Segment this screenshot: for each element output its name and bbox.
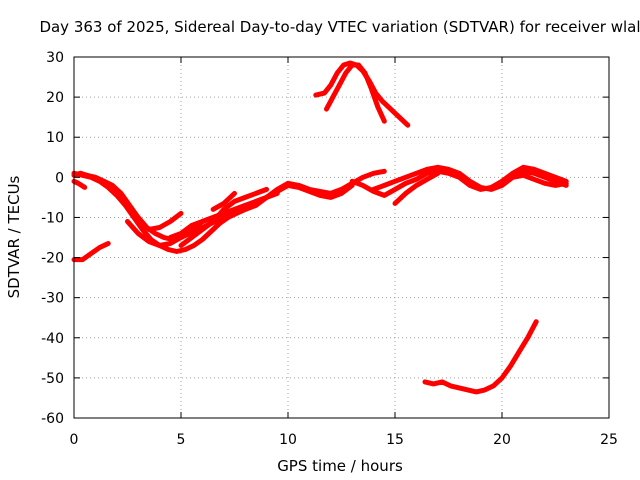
series-track-b bbox=[71, 170, 355, 254]
y-tick-label: -40 bbox=[41, 331, 64, 347]
x-tick-label: 10 bbox=[279, 432, 297, 448]
grid bbox=[74, 57, 609, 418]
series-track-o bbox=[499, 164, 569, 184]
series-track-d bbox=[71, 178, 88, 190]
series-track-l bbox=[349, 168, 569, 198]
series-track-e bbox=[71, 241, 111, 263]
series-track-g bbox=[178, 186, 270, 248]
series-track-f bbox=[146, 210, 184, 232]
y-tick-label: 10 bbox=[46, 130, 64, 146]
series-track-m bbox=[371, 164, 569, 192]
series-track-p bbox=[422, 319, 539, 395]
y-tick-label: -10 bbox=[41, 210, 64, 226]
plot-frame bbox=[73, 56, 610, 419]
y-axis-label: SDTVAR / TECUs bbox=[5, 175, 23, 298]
x-tick-label: 20 bbox=[493, 432, 511, 448]
chart-title: Day 363 of 2025, Sidereal Day-to-day VTE… bbox=[39, 18, 640, 36]
series-track-n bbox=[392, 170, 441, 206]
y-tick-label: -30 bbox=[41, 291, 64, 307]
x-tick-label: 0 bbox=[70, 432, 79, 448]
y-tick-label: 30 bbox=[46, 50, 64, 66]
x-tick-label: 5 bbox=[177, 432, 186, 448]
series-track-i bbox=[210, 190, 237, 212]
y-tick-label: -20 bbox=[41, 251, 64, 267]
y-tick-label: 20 bbox=[46, 90, 64, 106]
data-series bbox=[71, 60, 569, 395]
series-track-h bbox=[167, 190, 280, 240]
x-tick-label: 25 bbox=[600, 432, 618, 448]
y-tick-label: 0 bbox=[55, 170, 64, 186]
y-tick-label: -50 bbox=[41, 371, 64, 387]
y-tick-label: -60 bbox=[41, 411, 64, 427]
series-track-k bbox=[324, 62, 387, 124]
x-tick-label: 15 bbox=[386, 432, 404, 448]
axis-ticks: 30 20 10 0 -10 -20 -30 -40 -50 -60 0 5 10 15 20 25 bbox=[41, 50, 618, 448]
x-axis-label: GPS time / hours bbox=[277, 457, 403, 475]
